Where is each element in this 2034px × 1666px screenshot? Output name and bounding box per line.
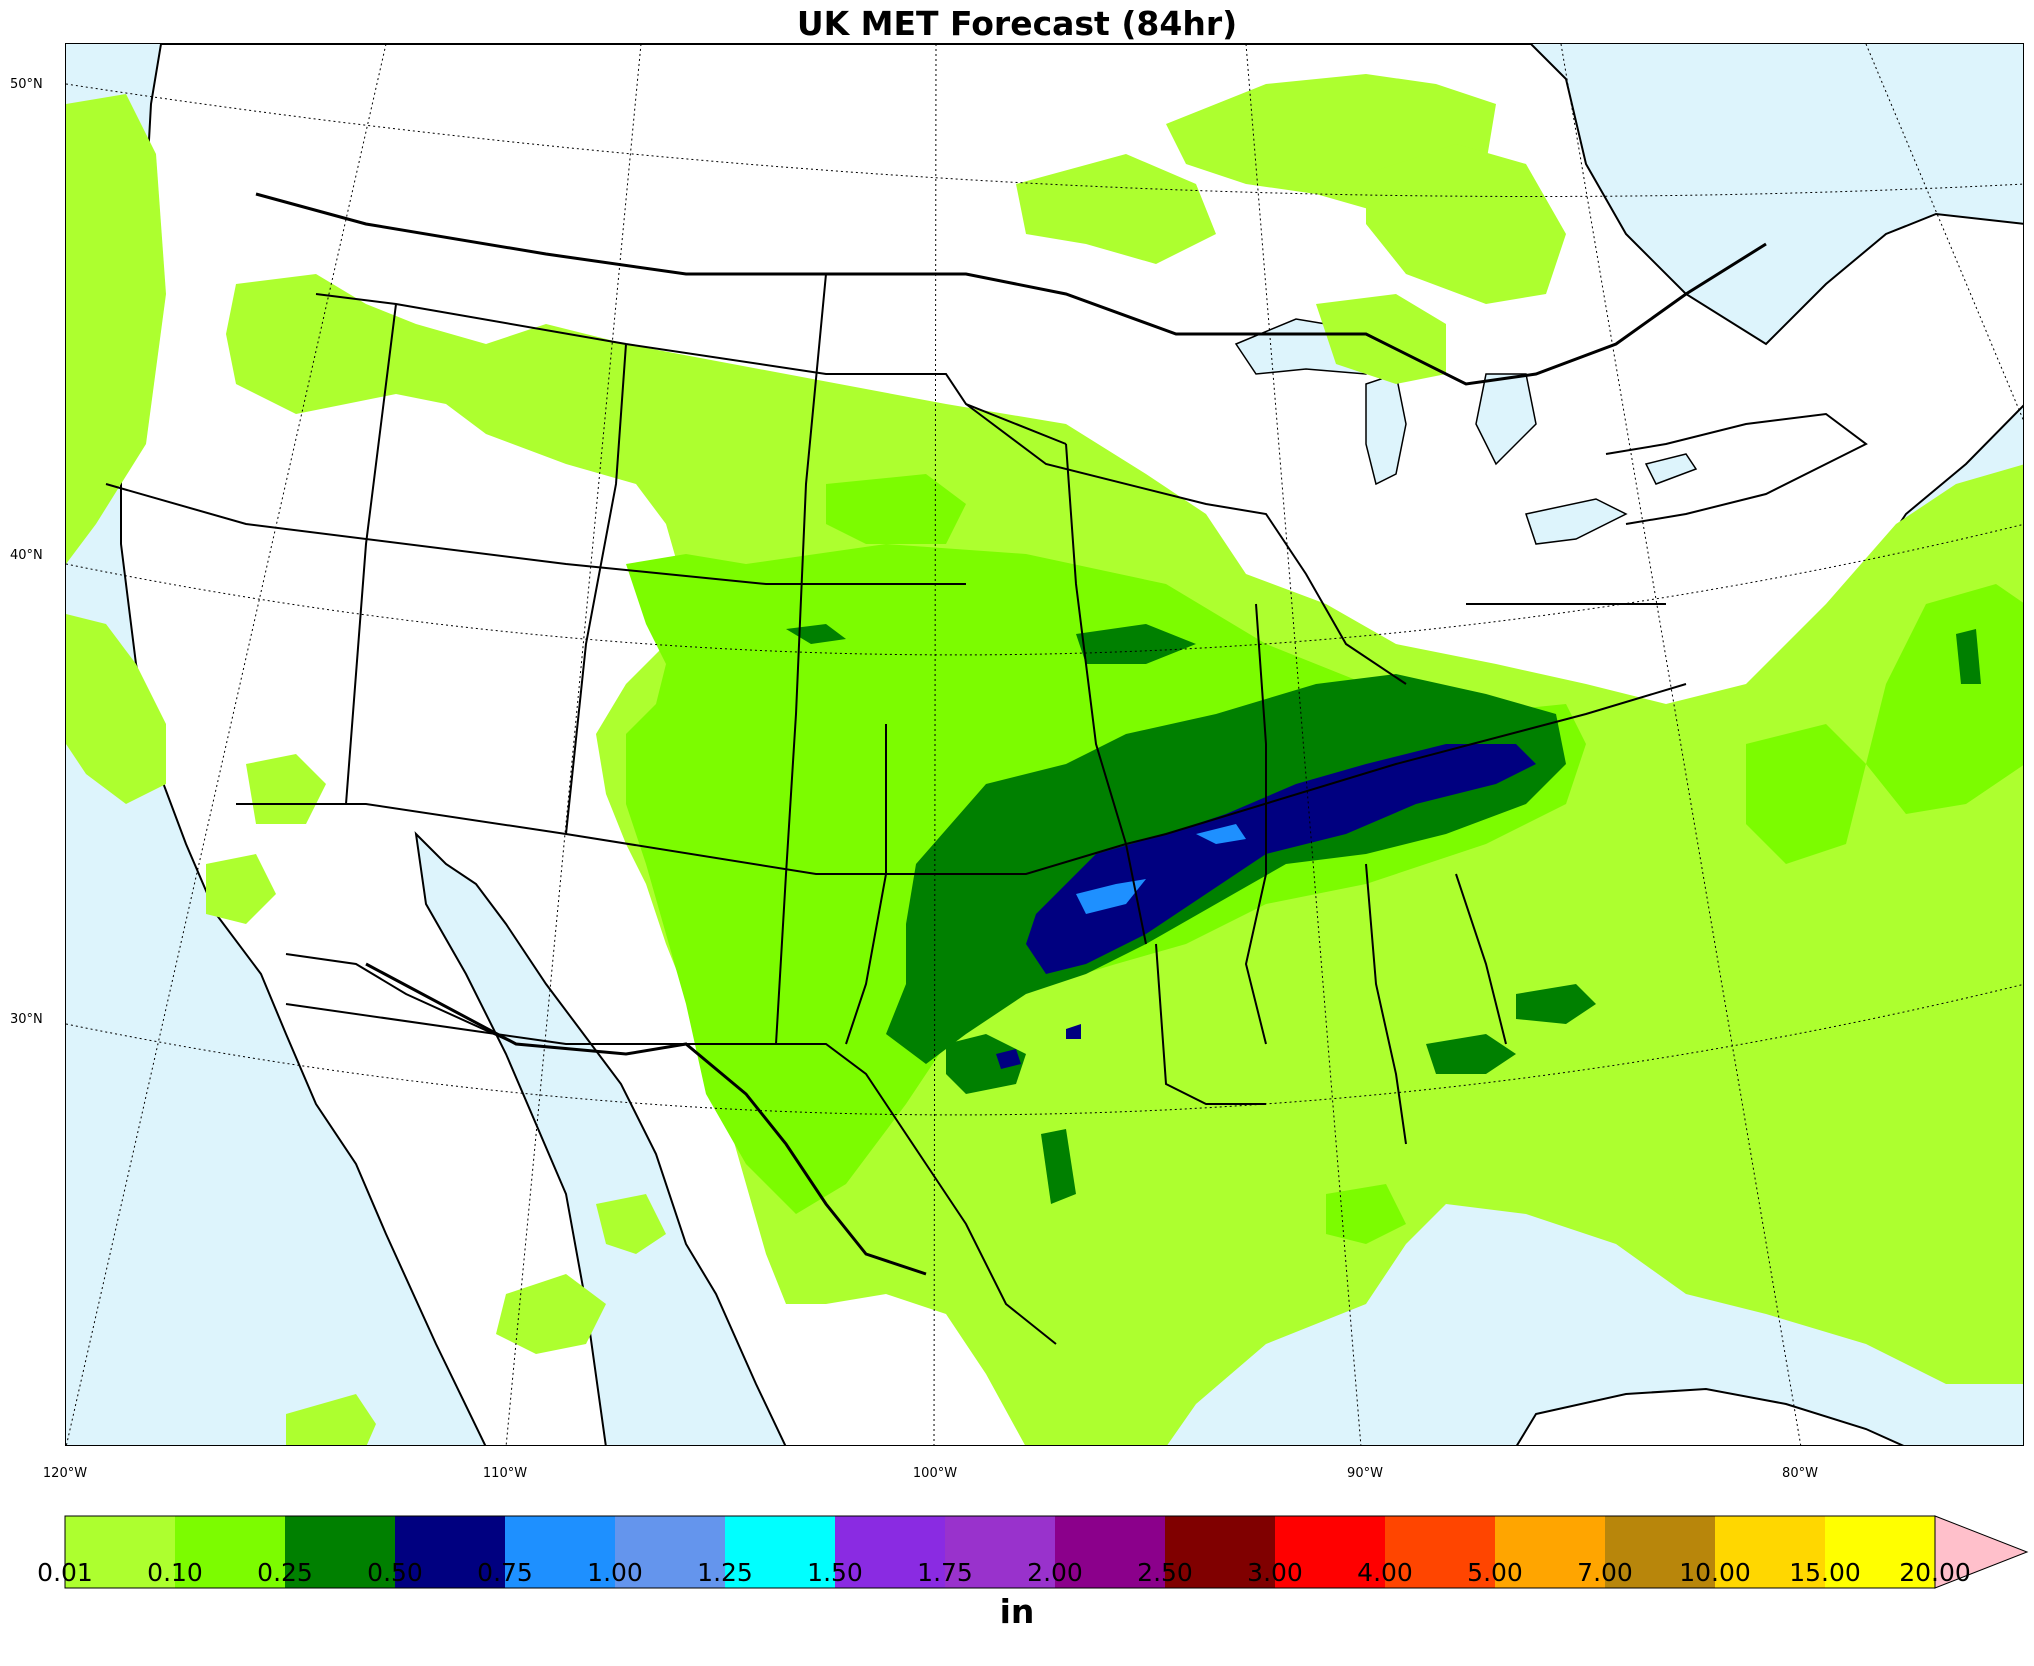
colorbar-segment [1385, 1516, 1495, 1588]
colorbar-tick-label: 1.75 [917, 1558, 973, 1587]
precip-0.50-layer [996, 744, 1536, 1069]
colorbar-tick-label: 0.25 [257, 1558, 313, 1587]
colorbar-tick-label: 3.00 [1247, 1558, 1303, 1587]
colorbar-segment [945, 1516, 1055, 1588]
colorbar-tick-label: 2.00 [1027, 1558, 1083, 1587]
colorbar-tick-label: 1.00 [587, 1558, 643, 1587]
colorbar-tick-label: 7.00 [1577, 1558, 1633, 1587]
lat-label-50n: 50°N [10, 77, 43, 92]
colorbar-segment [1495, 1516, 1605, 1588]
colorbar-tick-label: 0.01 [37, 1558, 93, 1587]
lon-label-90w: 90°W [1347, 1466, 1383, 1481]
graticule [66, 44, 2023, 1445]
precip-0.75-layer [1076, 824, 1246, 914]
map-title: UK MET Forecast (84hr) [796, 4, 1238, 43]
lon-label-100w: 100°W [912, 1466, 958, 1481]
colorbar-tick-label: 0.50 [367, 1558, 423, 1587]
colorbar-tick-label: 0.10 [147, 1558, 203, 1587]
lon-label-110w: 110°W [482, 1466, 528, 1481]
colorbar-tick-label: 2.50 [1137, 1558, 1193, 1587]
colorbar-segment [1715, 1516, 1825, 1588]
precipitation-map [66, 44, 2023, 1445]
map-panel[interactable] [65, 43, 2024, 1446]
colorbar-segment [1275, 1516, 1385, 1588]
lat-label-30n: 30°N [10, 1012, 43, 1027]
colorbar-tick-label: 1.50 [807, 1558, 863, 1587]
colorbar-segment [395, 1516, 505, 1588]
colorbar-tick-label: 0.75 [477, 1558, 533, 1587]
colorbar-tick-label: 15.00 [1789, 1558, 1861, 1587]
colorbar-segment [1055, 1516, 1165, 1588]
colorbar-segment [1165, 1516, 1275, 1588]
colorbar-segment [1605, 1516, 1715, 1588]
colorbar-segment [175, 1516, 285, 1588]
colorbar-tick-label: 1.25 [697, 1558, 753, 1587]
colorbar-segment [835, 1516, 945, 1588]
political-boundaries [105, 192, 1868, 1345]
colorbar-segment [725, 1516, 835, 1588]
lat-label-40n: 40°N [10, 548, 43, 563]
colorbar-units-label: in [999, 1592, 1035, 1631]
colorbar-tick-label: 4.00 [1357, 1558, 1413, 1587]
colorbar-tick-label: 10.00 [1679, 1558, 1751, 1587]
cuba-island [1516, 1387, 1904, 1445]
colorbar-segment [1825, 1516, 1935, 1588]
colorbar-outline [64, 1515, 1936, 1589]
colorbar-tick-label: 5.00 [1467, 1558, 1523, 1587]
colorbar-segment [615, 1516, 725, 1588]
colorbar [64, 1515, 2029, 1589]
lon-label-120w: 120°W [42, 1466, 88, 1481]
colorbar-tick-label: 20.00 [1899, 1558, 1971, 1587]
colorbar-segment [65, 1516, 175, 1588]
colorbar-segment [505, 1516, 615, 1588]
lon-label-80w: 80°W [1782, 1466, 1818, 1481]
colorbar-segment [285, 1516, 395, 1588]
